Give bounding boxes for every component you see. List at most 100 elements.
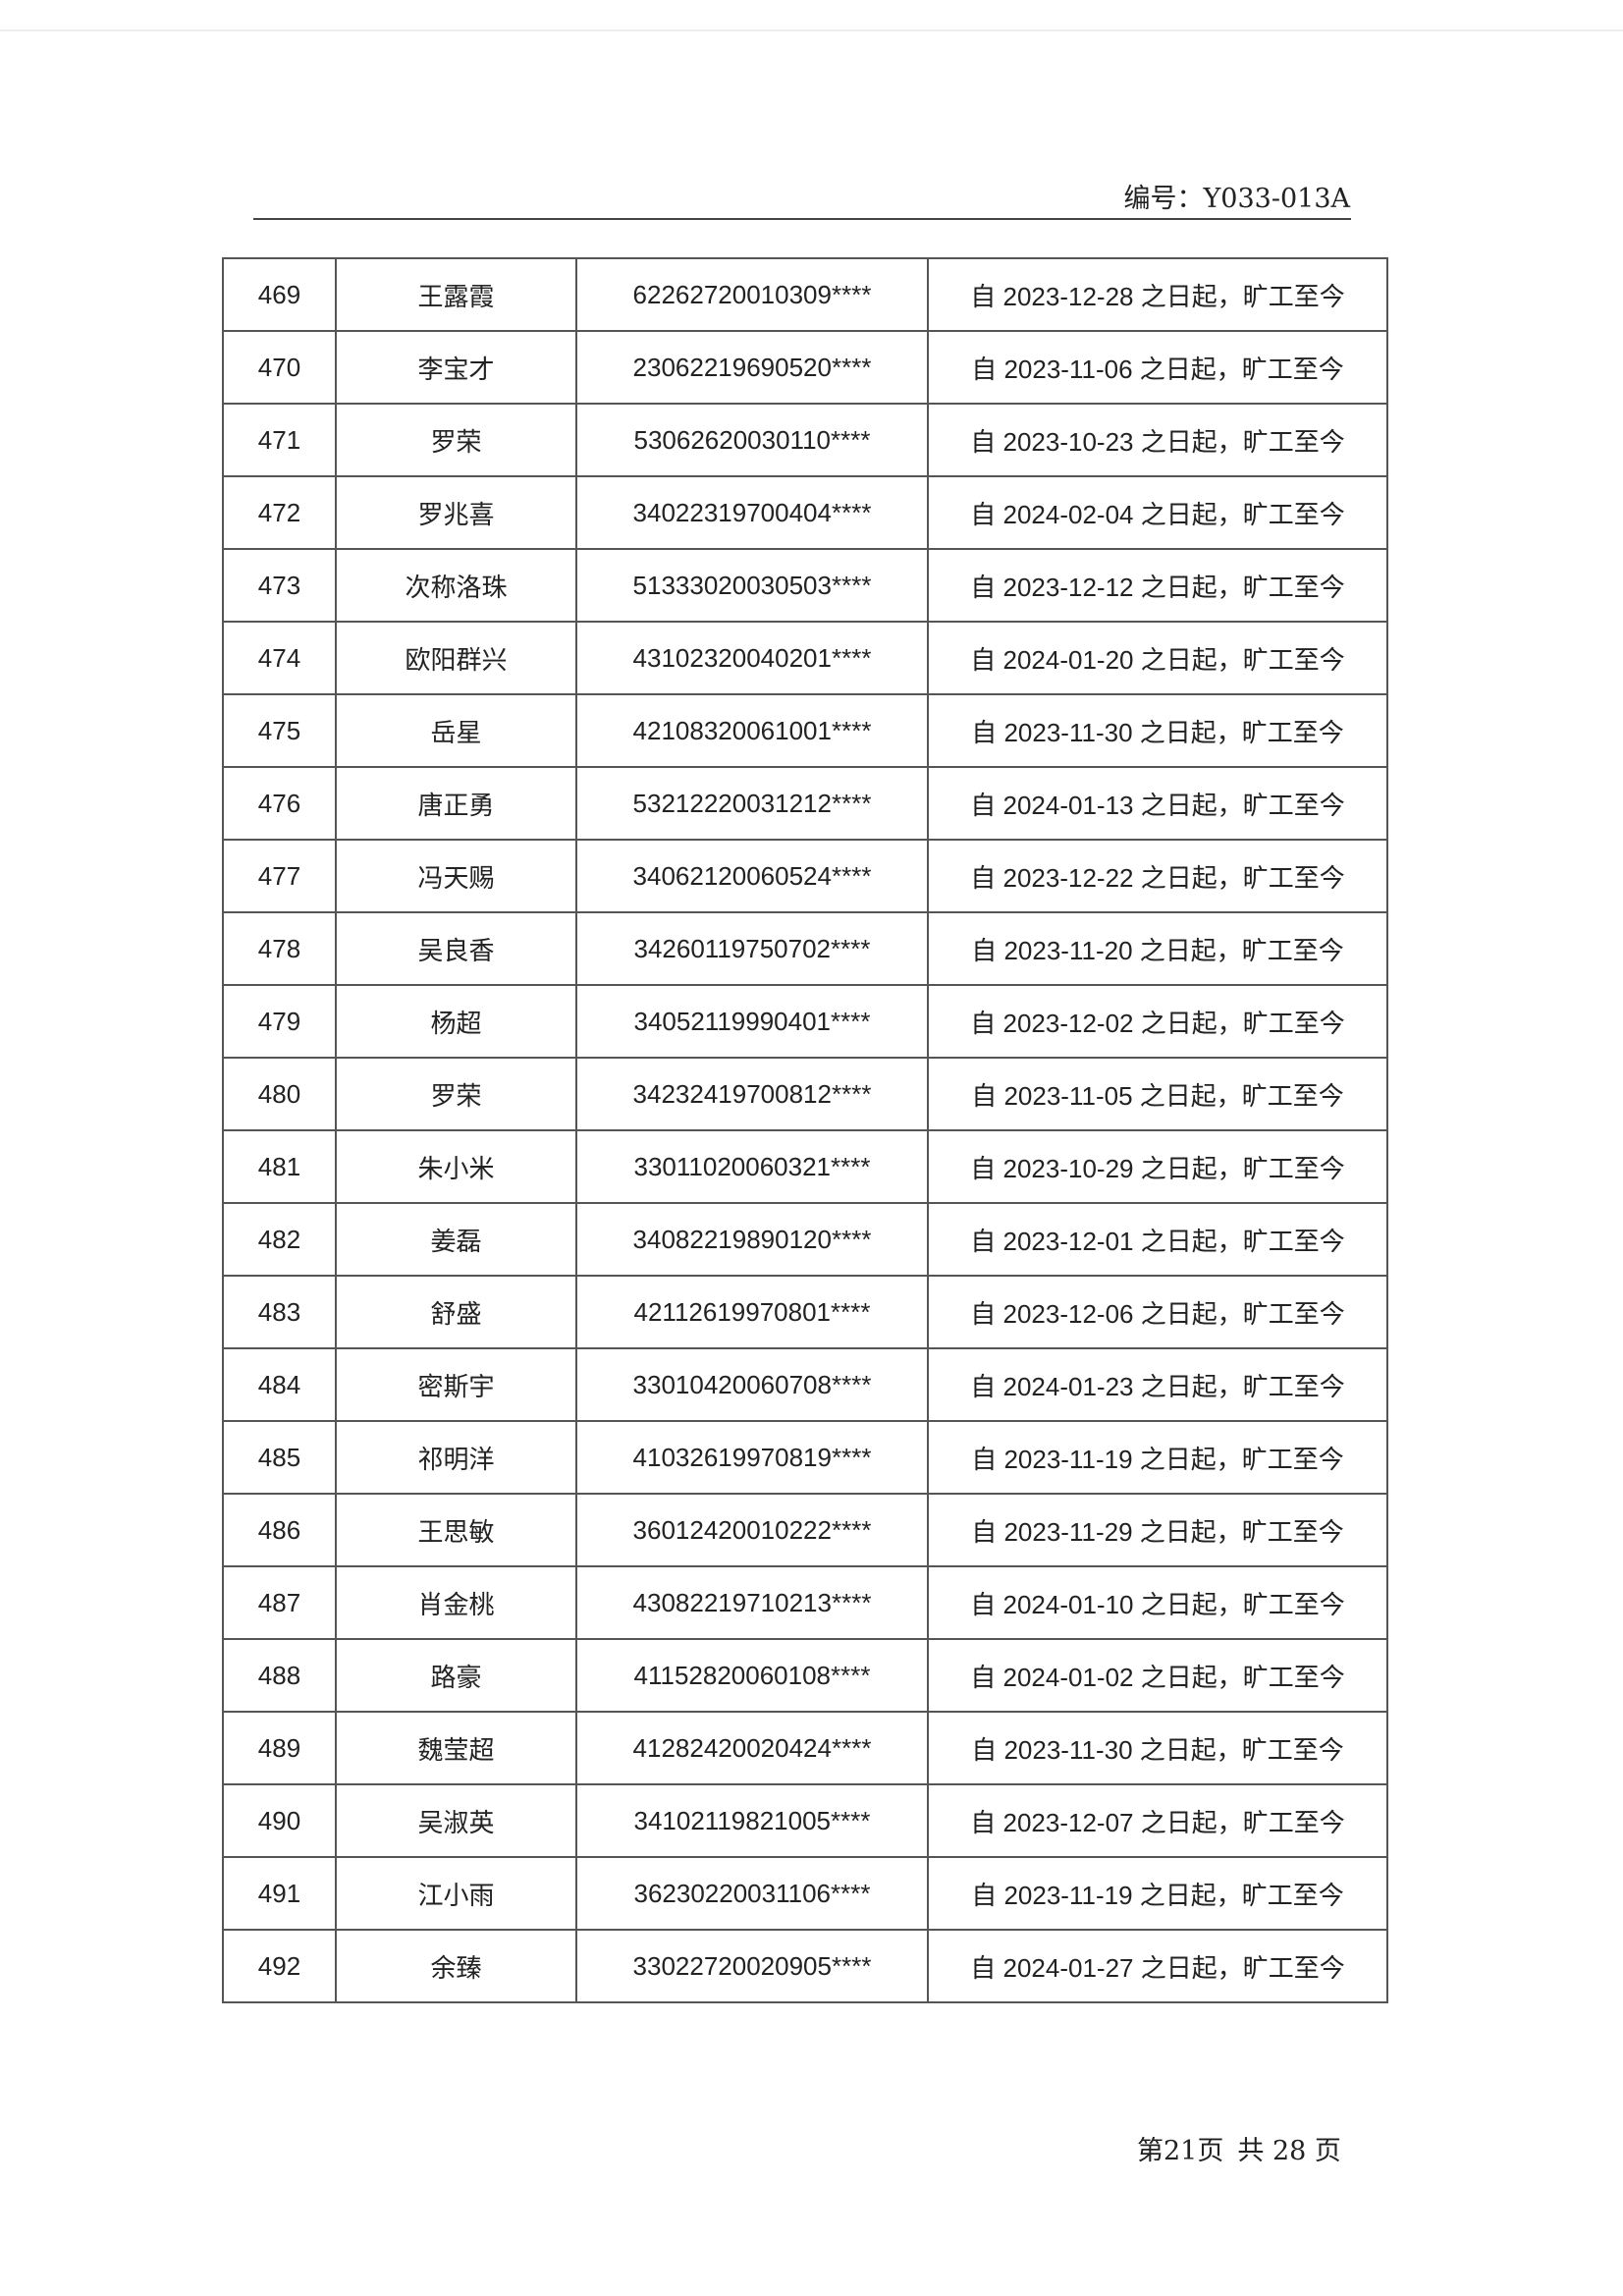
id-number: 36230220031106**** xyxy=(575,1856,929,1931)
scan-edge-line xyxy=(0,29,1623,31)
absence-status: 自 2023-11-29 之日起，旷工至今 xyxy=(927,1493,1388,1567)
employee-name: 罗荣 xyxy=(335,1057,577,1131)
absence-status: 自 2024-01-20 之日起，旷工至今 xyxy=(927,621,1388,695)
id-number: 33010420060708**** xyxy=(575,1347,929,1422)
absence-status: 自 2024-01-27 之日起，旷工至今 xyxy=(927,1929,1388,2003)
employee-name: 杨超 xyxy=(335,984,577,1059)
row-number: 470 xyxy=(222,330,337,405)
id-number: 53062620030110**** xyxy=(575,403,929,477)
document-number: 编号：Y033-013A xyxy=(1123,184,1350,214)
absence-status: 自 2023-11-05 之日起，旷工至今 xyxy=(927,1057,1388,1131)
id-number: 43102320040201**** xyxy=(575,621,929,695)
id-number: 34062120060524**** xyxy=(575,839,929,913)
row-number: 473 xyxy=(222,548,337,623)
row-number: 469 xyxy=(222,257,337,332)
absence-status: 自 2024-02-04 之日起，旷工至今 xyxy=(927,475,1388,550)
absence-status: 自 2024-01-13 之日起，旷工至今 xyxy=(927,766,1388,841)
absence-status: 自 2023-12-07 之日起，旷工至今 xyxy=(927,1783,1388,1858)
page-number: 第21页 xyxy=(1137,2136,1224,2166)
id-number: 23062219690520**** xyxy=(575,330,929,405)
table-row: 490 吴淑英 34102119821005**** 自 2023-12-07 之日起… xyxy=(222,1783,1388,1858)
absence-status: 自 2024-01-02 之日起，旷工至今 xyxy=(927,1638,1388,1713)
id-number: 34022319700404**** xyxy=(575,475,929,550)
table-row: 492 余臻 33022720020905**** 自 2024-01-27 之日起，… xyxy=(222,1929,1388,2003)
absence-status: 自 2023-11-19 之日起，旷工至今 xyxy=(927,1420,1388,1495)
row-number: 478 xyxy=(222,911,337,986)
row-number: 472 xyxy=(222,475,337,550)
row-number: 483 xyxy=(222,1275,337,1349)
absence-status: 自 2023-10-29 之日起，旷工至今 xyxy=(927,1129,1388,1204)
employee-name: 欧阳群兴 xyxy=(335,621,577,695)
table-row: 485 祁明洋 41032619970819**** 自 2023-11-19 之日起… xyxy=(222,1420,1388,1495)
id-number: 43082219710213**** xyxy=(575,1565,929,1640)
table-row: 480 罗荣 34232419700812**** 自 2023-11-05 之日起，… xyxy=(222,1057,1388,1131)
row-number: 480 xyxy=(222,1057,337,1131)
table-row: 489 魏莹超 41282420020424**** 自 2023-11-30 之日起… xyxy=(222,1711,1388,1785)
table-row: 475 岳星 42108320061001**** 自 2023-11-30 之日起，… xyxy=(222,693,1388,768)
absence-status: 自 2023-12-01 之日起，旷工至今 xyxy=(927,1202,1388,1277)
absence-status: 自 2023-12-02 之日起，旷工至今 xyxy=(927,984,1388,1059)
table-row: 476 唐正勇 53212220031212**** 自 2024-01-13 之日起… xyxy=(222,766,1388,841)
row-number: 490 xyxy=(222,1783,337,1858)
absence-status: 自 2023-11-30 之日起，旷工至今 xyxy=(927,1711,1388,1785)
id-number: 41282420020424**** xyxy=(575,1711,929,1785)
table-row: 483 舒盛 42112619970801**** 自 2023-12-06 之日起，… xyxy=(222,1275,1388,1349)
id-number: 34232419700812**** xyxy=(575,1057,929,1131)
absence-status: 自 2023-12-12 之日起，旷工至今 xyxy=(927,548,1388,623)
table-row: 471 罗荣 53062620030110**** 自 2023-10-23 之日起，… xyxy=(222,403,1388,477)
absentee-table: 469 王露霞 62262720010309**** 自 2023-12-28 之日起… xyxy=(222,257,1388,2003)
row-number: 485 xyxy=(222,1420,337,1495)
id-number: 42112619970801**** xyxy=(575,1275,929,1349)
employee-name: 舒盛 xyxy=(335,1275,577,1349)
absence-status: 自 2023-11-30 之日起，旷工至今 xyxy=(927,693,1388,768)
table-row: 473 次称洛珠 51333020030503**** 自 2023-12-12 之日… xyxy=(222,548,1388,623)
id-number: 34102119821005**** xyxy=(575,1783,929,1858)
row-number: 488 xyxy=(222,1638,337,1713)
employee-name: 魏莹超 xyxy=(335,1711,577,1785)
row-number: 475 xyxy=(222,693,337,768)
table-row: 488 路豪 41152820060108**** 自 2024-01-02 之日起，… xyxy=(222,1638,1388,1713)
absence-status: 自 2023-12-06 之日起，旷工至今 xyxy=(927,1275,1388,1349)
row-number: 487 xyxy=(222,1565,337,1640)
table-row: 474 欧阳群兴 43102320040201**** 自 2024-01-20 之日… xyxy=(222,621,1388,695)
employee-name: 唐正勇 xyxy=(335,766,577,841)
employee-name: 江小雨 xyxy=(335,1856,577,1931)
id-number: 51333020030503**** xyxy=(575,548,929,623)
employee-name: 吴淑英 xyxy=(335,1783,577,1858)
row-number: 471 xyxy=(222,403,337,477)
employee-name: 罗兆喜 xyxy=(335,475,577,550)
id-number: 42108320061001**** xyxy=(575,693,929,768)
employee-name: 余臻 xyxy=(335,1929,577,2003)
id-number: 62262720010309**** xyxy=(575,257,929,332)
id-number: 53212220031212**** xyxy=(575,766,929,841)
id-number: 41032619970819**** xyxy=(575,1420,929,1495)
absence-status: 自 2023-11-19 之日起，旷工至今 xyxy=(927,1856,1388,1931)
row-number: 477 xyxy=(222,839,337,913)
table-row: 477 冯天赐 34062120060524**** 自 2023-12-22 之日起… xyxy=(222,839,1388,913)
table-row: 487 肖金桃 43082219710213**** 自 2024-01-10 之日起… xyxy=(222,1565,1388,1640)
absence-status: 自 2023-12-22 之日起，旷工至今 xyxy=(927,839,1388,913)
table-row: 486 王思敏 36012420010222**** 自 2023-11-29 之日起… xyxy=(222,1493,1388,1567)
table-row: 469 王露霞 62262720010309**** 自 2023-12-28 之日起… xyxy=(222,257,1388,332)
table-row: 478 吴良香 34260119750702**** 自 2023-11-20 之日起… xyxy=(222,911,1388,986)
table-row: 479 杨超 34052119990401**** 自 2023-12-02 之日起，… xyxy=(222,984,1388,1059)
table-row: 484 密斯宇 33010420060708**** 自 2024-01-23 之日起… xyxy=(222,1347,1388,1422)
page-footer: 第21页共 28 页 xyxy=(1137,2129,1355,2167)
employee-name: 王露霞 xyxy=(335,257,577,332)
employee-name: 次称洛珠 xyxy=(335,548,577,623)
row-number: 484 xyxy=(222,1347,337,1422)
row-number: 482 xyxy=(222,1202,337,1277)
employee-name: 吴良香 xyxy=(335,911,577,986)
row-number: 489 xyxy=(222,1711,337,1785)
table-row: 482 姜磊 34082219890120**** 自 2023-12-01 之日起，… xyxy=(222,1202,1388,1277)
employee-name: 姜磊 xyxy=(335,1202,577,1277)
table-row: 472 罗兆喜 34022319700404**** 自 2024-02-04 之日起… xyxy=(222,475,1388,550)
absence-status: 自 2023-12-28 之日起，旷工至今 xyxy=(927,257,1388,332)
absence-status: 自 2023-10-23 之日起，旷工至今 xyxy=(927,403,1388,477)
employee-name: 冯天赐 xyxy=(335,839,577,913)
employee-name: 肖金桃 xyxy=(335,1565,577,1640)
id-number: 34052119990401**** xyxy=(575,984,929,1059)
employee-name: 王思敏 xyxy=(335,1493,577,1567)
id-number: 41152820060108**** xyxy=(575,1638,929,1713)
id-number: 34260119750702**** xyxy=(575,911,929,986)
